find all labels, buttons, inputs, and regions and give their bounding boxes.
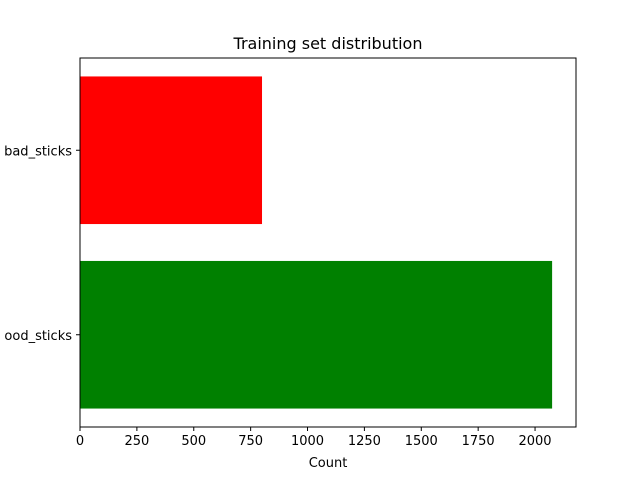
chart-title: Training set distribution <box>233 34 423 53</box>
x-axis-label: Count <box>309 456 348 471</box>
bars-layer <box>80 76 553 409</box>
x-tick-label: 500 <box>181 434 206 449</box>
x-tick-label: 0 <box>76 434 84 449</box>
y-tick-label: ood_sticks <box>4 329 72 344</box>
y-tick-label: bad_sticks <box>4 144 72 159</box>
x-tick-label: 1750 <box>462 434 495 449</box>
y-axis-ticks: ood_sticks bad_sticks <box>4 144 80 344</box>
x-tick-label: 2000 <box>518 434 551 449</box>
plot-frame <box>79 57 577 428</box>
x-axis-ticks: 0 250 500 750 1000 1250 1500 1750 2000 <box>76 427 552 449</box>
x-tick-label: 250 <box>124 434 149 449</box>
x-tick-label: 750 <box>238 434 263 449</box>
x-tick-label: 1500 <box>405 434 438 449</box>
bar-bad-sticks <box>80 76 263 225</box>
x-tick-label: 1000 <box>291 434 324 449</box>
bar-good-sticks <box>80 260 553 409</box>
x-tick-label: 1250 <box>348 434 381 449</box>
